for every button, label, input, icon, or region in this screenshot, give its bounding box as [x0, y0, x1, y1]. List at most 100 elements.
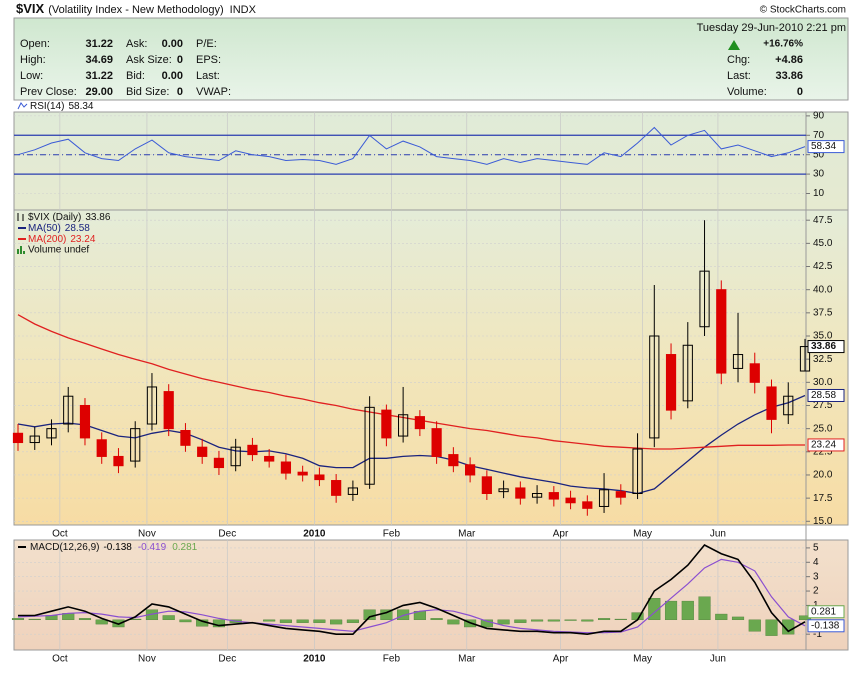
- legend-name: MA(200): [28, 234, 66, 245]
- value-box-label: 28.58: [811, 390, 836, 401]
- legend-entry: $VIX (Daily) 33.86: [28, 212, 111, 223]
- candle-body: [163, 391, 174, 430]
- macd-line: [18, 543, 806, 636]
- y-tick-label: 37.5: [813, 307, 833, 318]
- candle-body: [381, 409, 392, 439]
- value-box-label: 0.281: [811, 606, 836, 617]
- histogram-bar: [765, 619, 778, 636]
- histogram-bar: [497, 619, 510, 625]
- y-tick-label: 32.5: [813, 354, 833, 365]
- histogram-bar: [279, 619, 292, 623]
- x-tick-label: Oct: [52, 654, 68, 665]
- field-value: 31.22: [85, 70, 113, 82]
- x-tick-label: May: [633, 654, 652, 665]
- candle-body: [732, 354, 744, 369]
- candle-body: [515, 487, 526, 499]
- histogram-bar: [564, 619, 577, 621]
- candle-body: [498, 488, 509, 493]
- x-tick-label: 2010: [303, 654, 326, 665]
- field-label: VWAP:: [196, 86, 231, 98]
- histogram-bar: [28, 618, 41, 621]
- x-tick-label: Apr: [553, 529, 569, 540]
- histogram-bar: [748, 619, 761, 632]
- legend-entry: RSI(14) 58.34: [30, 101, 94, 112]
- candle-body: [46, 428, 57, 439]
- histogram-bar: [581, 619, 594, 622]
- y-tick-label: 4: [813, 557, 819, 568]
- histogram-bar: [447, 619, 460, 625]
- header-panel: [13, 17, 849, 101]
- candle-body: [582, 501, 593, 509]
- legend-value: -0.419: [138, 542, 167, 553]
- legend-value: 0.281: [172, 542, 197, 553]
- candle-body: [130, 428, 141, 462]
- y-tick-label: 40.0: [813, 284, 833, 295]
- candle-body: [548, 492, 559, 500]
- candle-body: [63, 395, 74, 425]
- candle-body: [716, 289, 727, 374]
- legend-name: RSI(14): [30, 101, 64, 112]
- symbol: $VIX: [16, 1, 45, 16]
- y-tick-label: 90: [813, 111, 825, 122]
- x-tick-label: Jun: [710, 529, 726, 540]
- legend-name: MA(50): [28, 223, 61, 234]
- candle-body: [598, 489, 610, 507]
- legend-icon: [17, 102, 28, 110]
- copyright: © StockCharts.com: [760, 5, 846, 16]
- candle-body: [364, 406, 375, 485]
- quote-label: Volume:: [727, 86, 767, 98]
- quote-value: 33.86: [775, 70, 803, 82]
- value-box: [807, 140, 845, 154]
- candle-body: [632, 448, 643, 495]
- y-tick-label: 42.5: [813, 261, 833, 272]
- y-tick-label: 50: [813, 149, 825, 160]
- x-tick-label: May: [633, 529, 652, 540]
- legend-value: -0.138: [103, 542, 132, 553]
- timestamp: Tuesday 29-Jun-2010 2:21 pm: [697, 22, 846, 34]
- candle-body: [699, 270, 710, 328]
- macd-panel: [13, 539, 849, 651]
- candle-body: [481, 476, 492, 494]
- legend-entry: MACD(12,26,9) -0.138 -0.419 0.281: [30, 542, 198, 553]
- y-tick-label: 15.0: [813, 516, 833, 527]
- histogram-bar: [95, 619, 108, 625]
- price-panel: [13, 209, 849, 526]
- histogram-bar: [547, 619, 560, 622]
- quote-label: Chg:: [727, 54, 750, 66]
- quote-value: +4.86: [775, 54, 803, 66]
- field-value: 34.69: [85, 54, 113, 66]
- x-tick-label: Feb: [383, 654, 401, 665]
- candle-body: [766, 386, 777, 420]
- histogram-bar: [162, 615, 175, 621]
- moving-average: [17, 314, 805, 450]
- y-tick-label: 35.0: [813, 331, 833, 342]
- y-tick-label: 5: [813, 543, 819, 554]
- y-tick-label: 3: [813, 571, 819, 582]
- field-label: Ask:: [126, 38, 147, 50]
- candle-body: [197, 446, 208, 457]
- candle-body: [96, 439, 107, 457]
- y-tick-label: 2: [813, 586, 819, 597]
- field-value: 0.00: [162, 38, 183, 50]
- candle-body: [398, 414, 409, 437]
- candle-body: [799, 346, 811, 372]
- field-label: EPS:: [196, 54, 221, 66]
- x-tick-label: Oct: [52, 529, 68, 540]
- histogram-bar: [681, 600, 694, 621]
- value-box-label: 23.24: [811, 440, 836, 451]
- candle-body: [347, 487, 358, 495]
- legend-value: 33.86: [85, 212, 110, 223]
- value-box: [807, 605, 845, 619]
- candle-body: [264, 455, 275, 462]
- legend-value: 58.34: [68, 101, 93, 112]
- histogram-bar: [664, 600, 678, 621]
- legend-entry: MA(200) 23.24: [28, 234, 96, 245]
- legend-icon: [17, 213, 24, 221]
- candle-body: [665, 354, 677, 411]
- y-tick-label: 17.5: [813, 493, 833, 504]
- candle-body: [749, 363, 760, 383]
- histogram-bar: [296, 619, 309, 623]
- y-tick-label: 10: [813, 188, 825, 199]
- legend-value: 23.24: [70, 234, 95, 245]
